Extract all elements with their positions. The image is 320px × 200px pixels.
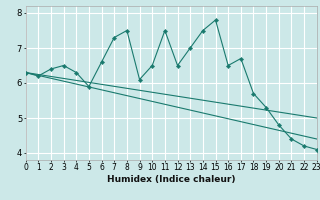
X-axis label: Humidex (Indice chaleur): Humidex (Indice chaleur) (107, 175, 236, 184)
